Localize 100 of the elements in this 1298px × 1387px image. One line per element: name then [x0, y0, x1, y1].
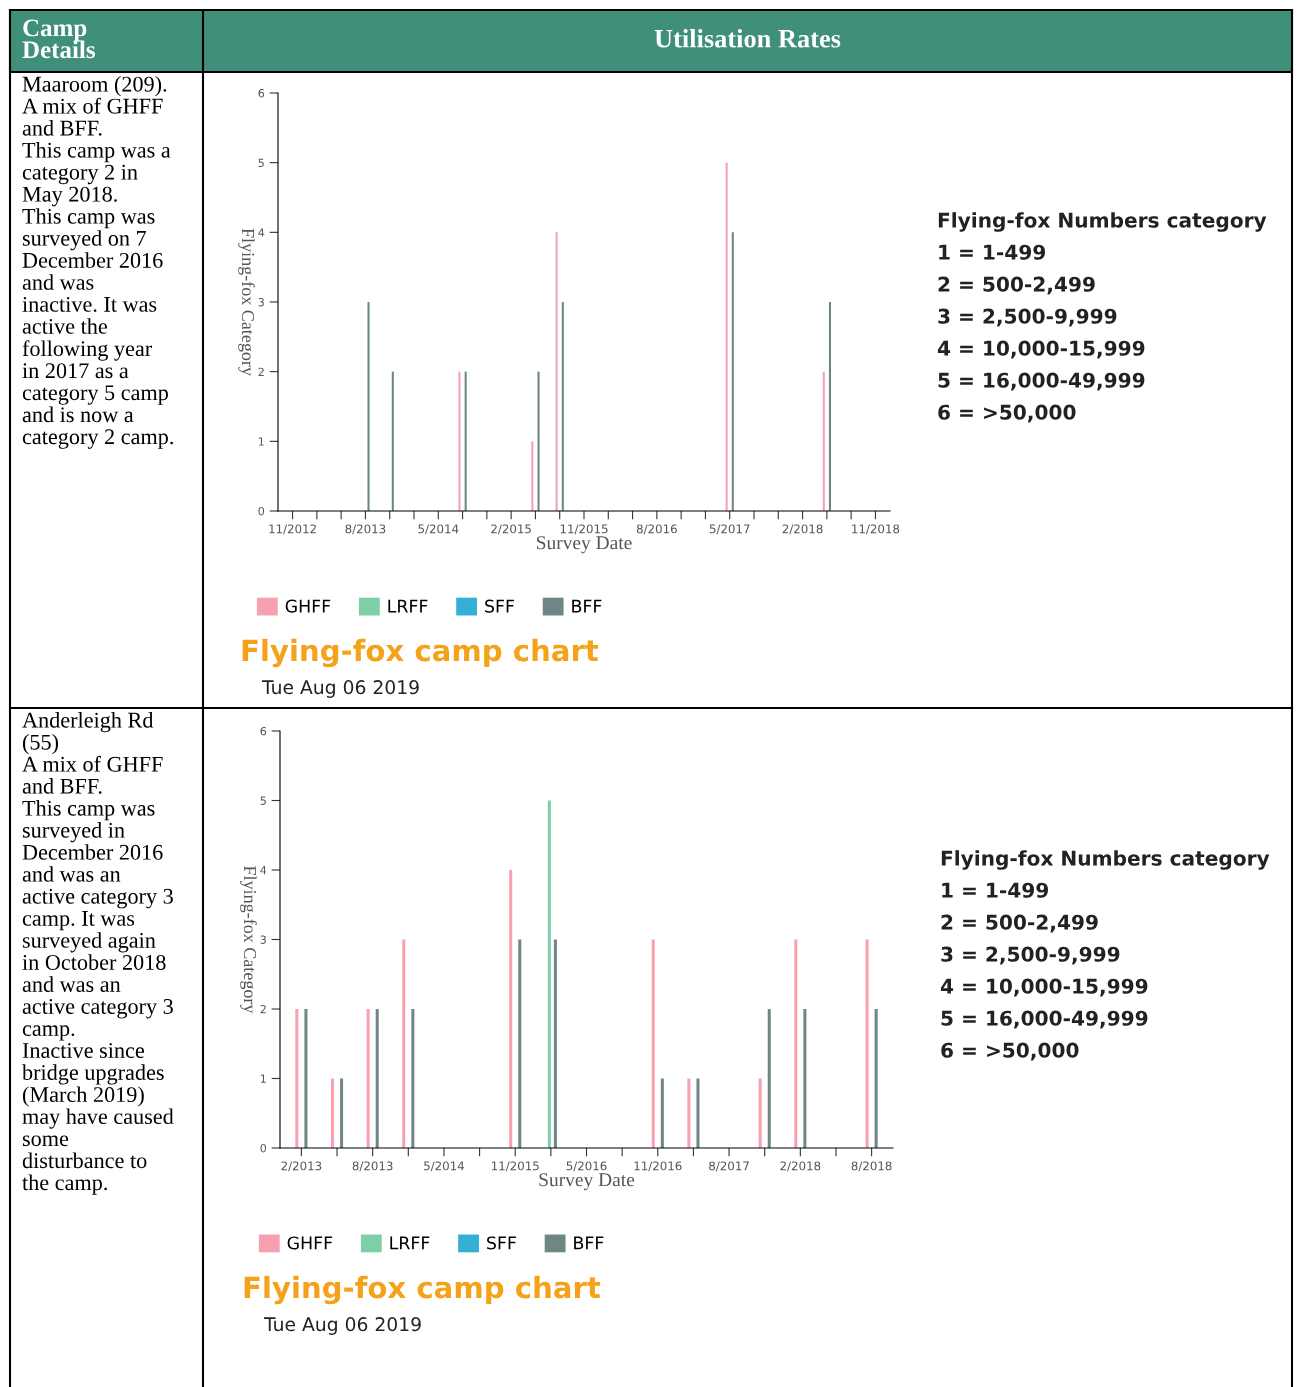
- bar: [330, 1078, 334, 1148]
- y-tick-label: 1: [258, 437, 264, 446]
- bar: [555, 232, 558, 511]
- bar: [464, 371, 467, 511]
- x-tick-label: 5/2014: [424, 1161, 465, 1172]
- bar: [561, 302, 564, 511]
- bar: [340, 1078, 344, 1148]
- text: Camp Details: [22, 19, 95, 59]
- x-tick-label: 2/2015: [491, 524, 531, 535]
- text: Flying-fox Numbers category: [941, 850, 1270, 870]
- y-tick-label: 6: [260, 726, 267, 736]
- x-tick-label: 11/2012: [269, 524, 316, 535]
- legend-label: SFF: [487, 1236, 516, 1250]
- y-tick-label: 4: [260, 866, 267, 875]
- x-tick-label: 2/2013: [281, 1161, 322, 1172]
- y-tick-label: 1: [260, 1074, 266, 1083]
- y-tick-label: 2: [260, 1004, 266, 1014]
- text: 4 = 10,000-15,999: [937, 340, 1145, 359]
- text: Tue Aug 06 2019: [261, 680, 419, 698]
- bar: [822, 371, 825, 511]
- text: 5 = 16,000-49,999: [941, 1010, 1148, 1029]
- x-tick-label: 5/2014: [418, 524, 459, 535]
- x-tick-label: 11/2016: [634, 1161, 682, 1172]
- legend-label: BFF: [574, 1236, 604, 1250]
- bar: [547, 800, 551, 1148]
- legend-label: LRFF: [388, 599, 428, 613]
- text: 1 = 1-499: [939, 244, 1046, 260]
- text: 2 = 500-2,499: [941, 914, 1098, 933]
- x-tick-label: 8/2013: [345, 524, 386, 535]
- text: 1 = 1-499: [942, 882, 1049, 898]
- bar: [865, 939, 869, 1148]
- x-tick-label: 11/2015: [492, 1161, 539, 1172]
- bar: [411, 1009, 415, 1148]
- bar: [375, 1009, 379, 1148]
- bar: [731, 232, 734, 511]
- bar: [758, 1078, 762, 1148]
- y-tick-label: 3: [258, 297, 264, 307]
- bar: [725, 162, 728, 511]
- text: Utilisation Rates: [654, 29, 841, 48]
- text: Flying-fox camp chart: [242, 638, 599, 668]
- bar: [874, 1009, 878, 1148]
- bar: [304, 1009, 308, 1148]
- x-axis-title: Survey Date: [539, 1173, 635, 1191]
- bar: [537, 371, 540, 511]
- x-tick-label: 5/2016: [566, 1161, 607, 1172]
- text: Flying-fox camp chart: [244, 1275, 601, 1305]
- x-axis-title: Survey Date: [536, 536, 632, 554]
- bar: [391, 371, 394, 511]
- x-tick-label: 11/2015: [560, 524, 608, 535]
- legend-label: GHFF: [287, 1236, 333, 1250]
- legend-label: BFF: [572, 599, 602, 613]
- text: 3 = 2,500-9,999: [938, 308, 1117, 327]
- legend-label: SFF: [485, 599, 514, 613]
- bar: [518, 939, 522, 1148]
- text: Tue Aug 06 2019: [263, 1317, 421, 1335]
- x-tick-label: 8/2018: [851, 1161, 892, 1172]
- x-tick-label: 11/2018: [852, 524, 900, 535]
- bar: [295, 1009, 299, 1148]
- bar: [367, 302, 370, 511]
- y-tick-label: 0: [260, 1143, 267, 1153]
- x-tick-label: 8/2017: [709, 1161, 749, 1172]
- bar: [402, 939, 406, 1148]
- y-tick-label: 5: [258, 158, 264, 168]
- x-tick-label: 8/2013: [352, 1161, 393, 1172]
- bar: [509, 870, 513, 1148]
- bar: [660, 1078, 664, 1148]
- text: 5 = 16,000-49,999: [938, 372, 1145, 391]
- bar: [553, 939, 557, 1148]
- x-tick-label: 2/2018: [780, 1161, 821, 1172]
- x-tick-label: 8/2016: [636, 524, 677, 535]
- bar: [366, 1009, 370, 1148]
- legend-label: GHFF: [285, 599, 331, 613]
- bar: [458, 371, 461, 511]
- y-tick-label: 4: [258, 228, 265, 237]
- text: 6 = >50,000: [938, 404, 1076, 423]
- x-tick-label: 2/2018: [782, 524, 823, 535]
- y-tick-label: 3: [260, 935, 266, 944]
- y-tick-label: 2: [258, 367, 264, 376]
- y-tick-label: 6: [258, 88, 265, 98]
- y-axis-title: Flying-fox Category: [238, 228, 255, 376]
- text: 6 = >50,000: [941, 1042, 1079, 1061]
- bar: [696, 1078, 700, 1148]
- y-tick-label: 5: [260, 796, 266, 805]
- text: Flying-fox Numbers category: [938, 212, 1267, 232]
- bar: [803, 1009, 807, 1148]
- y-tick-label: 0: [258, 506, 265, 516]
- y-axis-title: Flying-fox Category: [240, 866, 257, 1014]
- text: Maaroom (209). A mix of GHFF and BFF. This camp was a category 2 in May 2018. This camp was surveyed on 7 December 2016 and was inactive. It was active the following year in 2017 as a category 5 camp and is now a category 2 camp.: [22, 76, 173, 449]
- text: 3 = 2,500-9,999: [941, 946, 1120, 965]
- bar: [651, 939, 655, 1148]
- text: 4 = 10,000-15,999: [940, 978, 1148, 997]
- legend-label: LRFF: [390, 1236, 430, 1250]
- bar: [531, 441, 534, 511]
- bar: [767, 1009, 771, 1148]
- x-tick-label: 5/2017: [709, 524, 750, 535]
- bar: [828, 302, 831, 511]
- bar: [687, 1078, 691, 1148]
- text: Anderleigh Rd (55) A mix of GHFF and BFF. This camp was surveyed in December 2016 and was an active category 3 camp. It was surveyed again in October 2018 and was an active category 3 camp. Inactive since bridge upgrades (March 2019) may have caused some disturbance to the camp.: [22, 712, 174, 1195]
- text: 2 = 500-2,499: [938, 276, 1095, 295]
- bar: [794, 939, 798, 1148]
